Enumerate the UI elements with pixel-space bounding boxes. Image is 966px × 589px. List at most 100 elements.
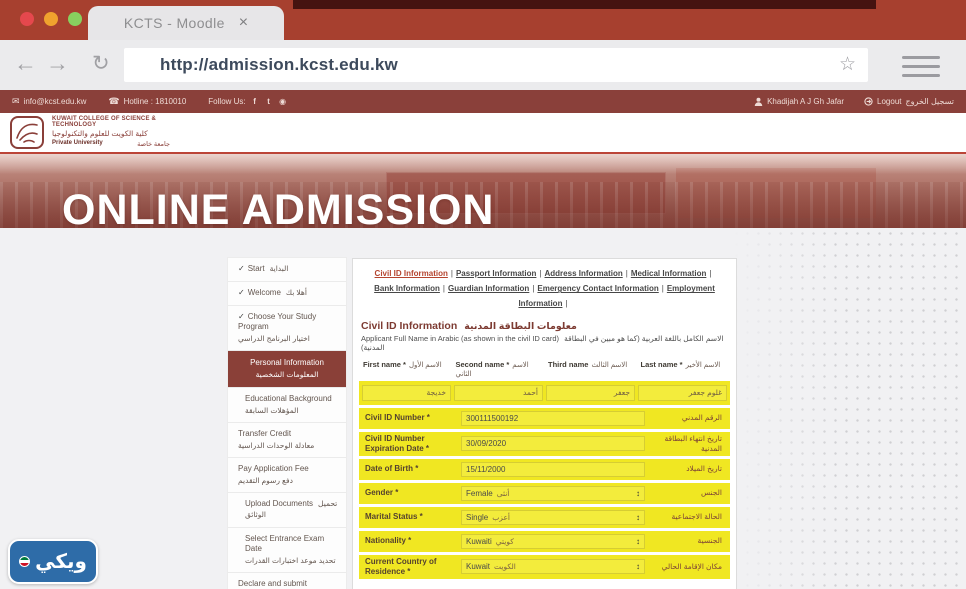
sidebar-item-label-ar: معادلة الوحدات الدراسية — [238, 440, 315, 450]
tab-employment-information[interactable]: Employment Information — [518, 284, 715, 309]
tab-passport-information[interactable]: Passport Information — [455, 269, 537, 278]
sidebar-item-label: Welcome — [247, 287, 281, 297]
second-name-input[interactable]: أحمد — [454, 384, 543, 401]
field-label-ar: الجنس — [700, 488, 722, 498]
field-value-ar: أعزب — [492, 512, 511, 522]
college-logo — [10, 116, 44, 149]
name-header-first-name: First name * الاسم الأول — [361, 358, 451, 381]
sidebar-item-pay-application-fee[interactable]: Pay Application Fee دفع رسوم التقديم — [228, 458, 346, 493]
last-name-input[interactable]: غلوم جعفر — [638, 384, 727, 401]
name-input-value: جعفر — [613, 388, 630, 398]
tab-separator: | — [661, 284, 664, 294]
nationality-select[interactable]: Kuwaiti كويتي ↕ — [461, 533, 645, 549]
field-value: 15/11/2000 — [466, 464, 506, 474]
maximize-window-button[interactable] — [68, 12, 82, 26]
field-label-ar: تاريخ انتهاء البطاقة المدنية — [664, 433, 722, 453]
sidebar-item-start[interactable]: ✓ Start البداية — [228, 258, 346, 282]
email-link[interactable]: info@kcst.edu.kw — [23, 97, 87, 106]
address-bar[interactable]: http://admission.kcst.edu.kw ☆ — [124, 48, 868, 82]
field-row-marital-status: Marital Status * Single أعزب ↕ الحالة الاجتم… — [359, 506, 730, 528]
wiki-watermark: ويكي — [8, 539, 98, 584]
field-value: Female — [466, 488, 493, 498]
sidebar-item-label-ar: دفع رسوم التقديم — [238, 475, 293, 485]
tab-civil-id-information[interactable]: Civil ID Information — [374, 269, 448, 278]
name-label-en: Second name * — [455, 359, 510, 369]
tab-guardian-information[interactable]: Guardian Information — [447, 284, 530, 294]
form-rows: Civil ID Number * 300111500192 الرقم المدن… — [359, 407, 730, 579]
sidebar-item-label: Upload Documents — [245, 499, 314, 508]
browser-chrome: KCTS - Moodle × — [0, 0, 966, 40]
sidebar-item-declare-and-submit[interactable]: Declare and submitالتعهد وتسليم الطلب — [228, 573, 346, 589]
tab-title: KCTS - Moodle — [123, 15, 225, 31]
sidebar-item-select-entrance-exam-date[interactable]: Select Entrance Exam Date تحديد موعد اختب… — [228, 528, 346, 574]
field-value-ar: الكويت — [494, 562, 516, 572]
sidebar-item-personal-information[interactable]: Personal Information المعلومات الشخصية — [228, 351, 346, 389]
tab-emergency-contact-information[interactable]: Emergency Contact Information — [537, 284, 659, 294]
check-icon: ✓ — [238, 264, 245, 273]
close-tab-icon[interactable]: × — [238, 14, 249, 31]
logout-link-ar[interactable]: تسجيل الخروج — [905, 97, 955, 106]
close-window-button[interactable] — [20, 12, 34, 26]
browser-menu-icon[interactable] — [902, 56, 940, 83]
sidebar-item-welcome[interactable]: ✓ Welcome أهلا بك — [228, 282, 346, 306]
browser-tab[interactable]: KCTS - Moodle × — [88, 6, 284, 40]
field-row-nationality: Nationality * Kuwaiti كويتي ↕ الجنسية — [359, 530, 730, 552]
first-name-input[interactable]: خديجة — [362, 384, 451, 401]
name-field-headers: First name * الاسم الأول Second name * الاس… — [359, 358, 730, 381]
sidebar-item-transfer-credit[interactable]: Transfer Credit معادلة الوحدات الدراسية — [228, 423, 346, 459]
gender-select[interactable]: Female أنثى ↕ — [461, 485, 645, 501]
select-caret-icon: ↕ — [636, 562, 640, 572]
instagram-icon[interactable]: ◉ — [279, 97, 287, 106]
twitter-icon[interactable]: t — [267, 97, 270, 106]
marital-status-select[interactable]: Single أعزب ↕ — [461, 509, 645, 525]
site-header: KUWAIT COLLEGE OF SCIENCE & TECHNOLOGY ك… — [0, 113, 966, 152]
sidebar-item-upload-documents[interactable]: Upload Documents تحميل الوثائق — [228, 493, 346, 528]
name-label-en: Last name * — [640, 359, 683, 369]
sidebar-item-label: Personal Information — [250, 358, 324, 368]
civil-id-number-expiration-date-input[interactable]: 30/09/2020 — [461, 436, 645, 452]
tab-bank-information[interactable]: Bank Information — [374, 284, 440, 294]
reload-icon[interactable]: ↻ — [92, 52, 110, 75]
admission-form-panel: Civil ID Information | Passport Informatio… — [352, 258, 737, 589]
private-university-ar: جامعة خاصة — [137, 141, 170, 148]
field-label: Civil ID Number * — [365, 413, 430, 423]
sidebar-item-label: Transfer Credit — [238, 429, 292, 439]
logout-link[interactable]: Logout — [877, 97, 902, 106]
page-title: ONLINE ADMISSION — [62, 186, 495, 234]
field-row-civil-id-number-expiration-date: Civil ID Number Expiration Date * 30/09/2… — [359, 431, 730, 456]
name-label-ar: الاسم الأخير — [685, 361, 721, 369]
college-name-ar: كلية الكويت للعلوم والتكنولوجيا — [52, 129, 148, 138]
college-name-block: KUWAIT COLLEGE OF SCIENCE & TECHNOLOGY ك… — [52, 116, 192, 148]
current-country-of-residence-select[interactable]: Kuwait الكويت ↕ — [461, 559, 645, 575]
kuwait-flag-icon — [19, 556, 31, 567]
forward-icon[interactable]: → — [46, 50, 69, 76]
check-icon: ✓ — [238, 311, 245, 321]
sidebar-item-choose-your-study-program[interactable]: ✓ Choose Your Study Program اختيار البرنام… — [228, 306, 346, 352]
tab-separator: | — [709, 269, 712, 278]
facebook-icon[interactable]: f — [253, 97, 256, 106]
third-name-input[interactable]: جعفر — [546, 384, 635, 401]
sidebar-item-label-ar: تحديد موعد اختبارات القدرات — [245, 556, 336, 566]
browser-toolbar: ← → ↻ http://admission.kcst.edu.kw ☆ — [0, 40, 966, 90]
tab-medical-information[interactable]: Medical Information — [630, 269, 707, 278]
name-label-en: Third name — [548, 359, 589, 369]
private-university-en: Private University — [52, 140, 103, 146]
date-of-birth-input[interactable]: 15/11/2000 — [461, 461, 645, 477]
tab-address-information[interactable]: Address Information — [544, 269, 623, 278]
bookmark-star-icon[interactable]: ☆ — [838, 54, 856, 75]
section-title: Civil ID Information معلومات البطاقة الم… — [361, 320, 732, 332]
field-value: Kuwaiti — [466, 536, 492, 546]
user-icon — [754, 97, 763, 106]
civil-id-number-input[interactable]: 300111500192 — [461, 410, 645, 426]
field-label-ar: تاريخ الميلاد — [686, 464, 722, 474]
sidebar-item-label: Start — [247, 264, 265, 273]
user-name[interactable]: Khadijah A J Gh Jafar — [767, 97, 845, 106]
minimize-window-button[interactable] — [44, 12, 58, 26]
field-value-ar: أنثى — [496, 488, 510, 498]
sidebar-item-educational-background[interactable]: Educational Background المؤهلات السابقة — [228, 388, 346, 424]
back-icon[interactable]: ← — [14, 50, 37, 76]
section-subtitle-en: Applicant Full Name in Arabic (as shown … — [361, 333, 559, 343]
section-subtitle-ar: الاسم الكامل باللغة العربية (كما هو مبين… — [361, 333, 724, 352]
field-row-civil-id-number: Civil ID Number * 300111500192 الرقم المدن… — [359, 407, 730, 429]
